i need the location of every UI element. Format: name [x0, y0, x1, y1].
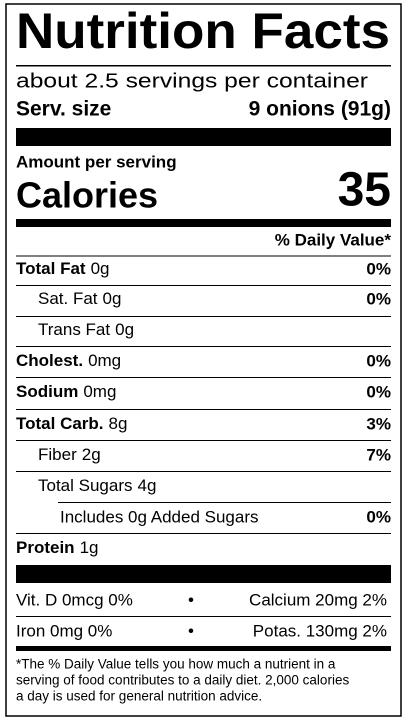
nutrient-name: Protein: [16, 538, 75, 557]
rule: [16, 533, 391, 534]
daily-value-header: % Daily Value*: [275, 230, 392, 249]
medium-bar: [16, 219, 391, 227]
nutrient-amount: 1g: [80, 538, 99, 557]
nutrient-amount: 8g: [109, 414, 128, 433]
serving-size-value: 9 onions (91g): [249, 98, 391, 121]
rule: [16, 316, 391, 317]
serving-size-label: Serv. size: [16, 98, 111, 121]
separator: •: [188, 590, 194, 609]
separator: •: [188, 621, 194, 640]
nutrient: Total Fat 0g: [16, 259, 110, 278]
nutrient-name: Includes 0g Added Sugars: [60, 507, 258, 526]
rule: [16, 471, 391, 472]
vitamin: Calcium 20mg 2%: [249, 590, 387, 609]
vitamin: Vit. D 0mcg 0%: [16, 590, 133, 609]
nutrient-amount: 0g: [103, 289, 122, 308]
vitamin: Potas. 130mg 2%: [253, 621, 387, 640]
footnote-line: *The % Daily Value tells you how much a …: [16, 657, 336, 672]
nutrient: Total Sugars 4g: [38, 476, 156, 495]
daily-value: 3%: [366, 414, 391, 433]
nutrient: Total Carb. 8g: [16, 414, 127, 433]
daily-value: 7%: [366, 445, 391, 464]
medium-bar: [16, 646, 391, 651]
daily-value: 0%: [366, 259, 391, 278]
rule: [16, 616, 391, 617]
nutrient-amount: 0mg: [83, 382, 116, 401]
vitamin: Iron 0mg 0%: [16, 621, 112, 640]
nutrient-name: Cholest.: [16, 351, 83, 370]
nutrient-name: Total Sugars: [38, 476, 133, 495]
nutrient-amount: 0mg: [88, 351, 121, 370]
rule: [16, 409, 391, 410]
amount-per-serving: Amount per serving: [16, 152, 177, 171]
daily-value: 0%: [366, 507, 391, 526]
rule: [16, 346, 391, 347]
daily-value: 0%: [366, 351, 391, 370]
nutrient-name: Trans Fat: [38, 320, 110, 339]
nutrient-amount: 2g: [82, 445, 101, 464]
nutrient: Sat. Fat 0g: [38, 289, 121, 308]
servings: about 2.5 servings per container: [16, 70, 368, 92]
rule: [16, 440, 391, 441]
daily-value: 0%: [366, 382, 391, 401]
nutrient: Cholest. 0mg: [16, 351, 121, 370]
rule: [58, 502, 391, 503]
nutrient: Protein 1g: [16, 538, 98, 557]
nutrient-amount: 0g: [91, 259, 110, 278]
thick-bar: [16, 128, 391, 146]
label-border: [5, 3, 402, 717]
calories-label: Calories: [16, 175, 158, 216]
rule: [16, 377, 391, 378]
nutrient: Sodium 0mg: [16, 382, 116, 401]
calories-value: 35: [338, 164, 391, 217]
nutrient: Fiber 2g: [38, 445, 101, 464]
nutrient-name: Total Carb.: [16, 414, 104, 433]
thick-bar: [16, 565, 391, 583]
footnote-line: a day is used for general nutrition advi…: [16, 689, 262, 704]
rule: [16, 65, 391, 67]
nutrient-amount: 0g: [115, 320, 134, 339]
nutrient-name: Sodium: [16, 382, 78, 401]
nutrient-name: Fiber: [38, 445, 77, 464]
nutrient-name: Total Fat: [16, 259, 86, 278]
rule: [16, 255, 391, 257]
daily-value: 0%: [366, 289, 391, 308]
rule: [16, 285, 391, 286]
footnote-line: serving of food contributes to a daily d…: [16, 673, 349, 688]
nutrient: Trans Fat 0g: [38, 320, 134, 339]
nutrient-name: Sat. Fat: [38, 289, 98, 308]
title: Nutrition Facts: [16, 3, 390, 59]
nutrient-amount: 4g: [138, 476, 157, 495]
